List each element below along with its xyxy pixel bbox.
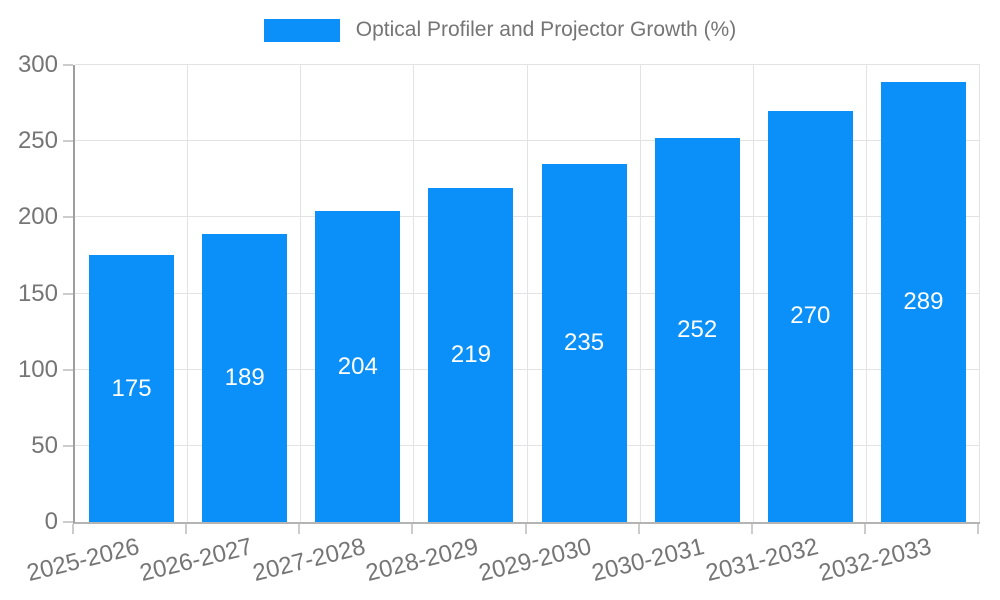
bar[interactable] xyxy=(202,234,288,522)
bar[interactable] xyxy=(880,81,966,522)
bar[interactable] xyxy=(315,211,401,522)
x-axis-tick-label: 2027-2028 xyxy=(250,533,369,587)
legend-item[interactable]: Optical Profiler and Projector Growth (%… xyxy=(0,18,1000,42)
bar-value-label: 189 xyxy=(224,364,265,392)
bar[interactable] xyxy=(541,164,627,522)
gridline-vertical xyxy=(187,65,189,522)
legend-label: Optical Profiler and Projector Growth (%… xyxy=(355,18,737,41)
bar[interactable] xyxy=(89,255,175,522)
y-axis-tick-mark xyxy=(63,292,73,295)
y-axis-tick-label: 50 xyxy=(31,431,58,459)
x-axis-tick-label: 2030-2031 xyxy=(589,533,708,587)
y-axis-tick-mark xyxy=(63,216,73,219)
legend-swatch xyxy=(263,18,340,42)
y-axis-tick-label: 250 xyxy=(17,127,58,155)
x-axis-tick-mark xyxy=(185,524,188,534)
x-axis-tick-mark xyxy=(298,524,301,534)
gridline-vertical xyxy=(526,65,528,522)
y-axis-tick-mark xyxy=(63,521,73,523)
bar[interactable] xyxy=(654,138,740,522)
x-axis-tick-mark xyxy=(411,524,414,534)
gridline-horizontal xyxy=(75,444,980,446)
x-axis-tick-mark xyxy=(637,524,640,534)
x-axis-tick-mark xyxy=(863,524,866,534)
y-axis-tick-mark xyxy=(63,368,73,371)
bar[interactable] xyxy=(767,110,853,522)
y-axis-tick-mark xyxy=(63,64,73,66)
x-axis-tick-label: 2031-2032 xyxy=(702,533,821,587)
x-axis-tick-label: 2026-2027 xyxy=(137,533,255,587)
gridline-vertical xyxy=(639,65,641,522)
bar-value-label: 252 xyxy=(677,316,718,344)
gridline-horizontal xyxy=(75,140,980,142)
bar-value-label: 175 xyxy=(111,374,152,402)
y-axis-tick-label: 0 xyxy=(44,508,58,535)
x-axis-tick-mark xyxy=(72,524,74,534)
x-axis-tick-mark xyxy=(524,524,527,534)
gridline-horizontal xyxy=(75,368,980,370)
y-axis-tick-mark xyxy=(63,140,73,143)
x-axis-tick-mark xyxy=(750,524,753,534)
x-axis-tick-label: 2029-2030 xyxy=(476,533,595,587)
y-axis-tick-label: 100 xyxy=(17,355,58,383)
gridline-horizontal xyxy=(75,292,980,294)
x-axis-tick-label: 2032-2033 xyxy=(815,533,934,587)
gridline-vertical xyxy=(300,65,302,522)
gridline-vertical xyxy=(979,65,980,522)
gridline-vertical xyxy=(865,65,867,522)
plot-area: 175 189 204 219 235 252 270 289 xyxy=(73,64,980,524)
y-axis-tick-label: 200 xyxy=(17,203,58,231)
y-axis-tick-label: 150 xyxy=(17,279,58,307)
x-axis-tick-mark xyxy=(977,524,979,534)
gridline-horizontal xyxy=(75,216,980,218)
y-axis-tick-mark xyxy=(63,444,73,447)
gridline-vertical xyxy=(752,65,754,522)
gridline-vertical xyxy=(413,65,415,522)
bar-value-label: 204 xyxy=(337,352,378,380)
x-axis-tick-label: 2028-2029 xyxy=(363,533,482,587)
bar-value-label: 289 xyxy=(903,287,944,315)
x-axis-tick-label: 2025-2026 xyxy=(23,533,142,587)
bar-value-label: 219 xyxy=(450,341,491,369)
bar-value-label: 270 xyxy=(790,302,831,330)
gridline-horizontal xyxy=(75,64,980,65)
y-axis-tick-label: 300 xyxy=(17,51,58,78)
bar[interactable] xyxy=(428,188,514,522)
bar-value-label: 235 xyxy=(564,329,605,356)
